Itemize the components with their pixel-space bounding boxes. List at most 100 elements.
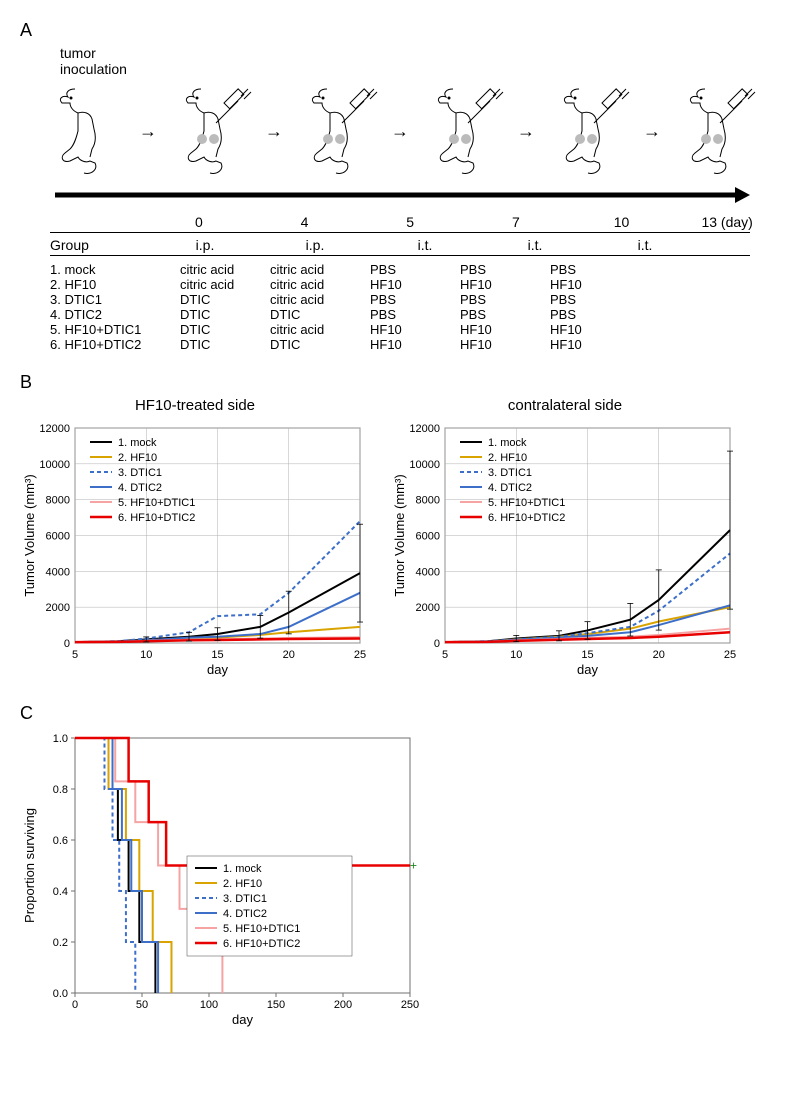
svg-text:Proportion surviving: Proportion surviving	[22, 808, 37, 923]
svg-text:1. mock: 1. mock	[223, 863, 262, 875]
treatment-cell: DTIC	[180, 307, 270, 322]
panel-c-label: C	[20, 703, 780, 724]
chart-right-title: contralateral side	[390, 397, 740, 414]
inoculation-label: tumor inoculation	[60, 45, 780, 77]
svg-text:6. HF10+DTIC2: 6. HF10+DTIC2	[488, 512, 565, 524]
group-row: 4. DTIC2 DTIC DTIC PBS PBS PBS	[50, 307, 780, 322]
svg-text:15: 15	[211, 649, 223, 661]
route-label: i.t.	[480, 237, 590, 253]
svg-text:200: 200	[334, 999, 352, 1011]
svg-text:2. HF10: 2. HF10	[488, 452, 527, 464]
svg-text:4. DTIC2: 4. DTIC2	[118, 482, 162, 494]
svg-text:10000: 10000	[409, 459, 440, 471]
svg-text:0.2: 0.2	[53, 937, 68, 949]
svg-text:5. HF10+DTIC1: 5. HF10+DTIC1	[223, 923, 300, 935]
group-name: 6. HF10+DTIC2	[50, 337, 180, 352]
svg-text:10: 10	[510, 649, 522, 661]
svg-text:15: 15	[581, 649, 593, 661]
svg-text:6. HF10+DTIC2: 6. HF10+DTIC2	[118, 512, 195, 524]
panel-b-label: B	[20, 372, 780, 393]
treatment-cell: HF10	[550, 337, 640, 352]
day-value: 7	[463, 214, 569, 230]
svg-text:6000: 6000	[46, 531, 70, 543]
route-label: i.p.	[260, 237, 370, 253]
group-name: 2. HF10	[50, 277, 180, 292]
panel-c: C 0.00.20.40.60.81.0050100150200250+1. m…	[20, 703, 780, 1033]
svg-text:5: 5	[442, 649, 448, 661]
svg-text:day: day	[577, 662, 598, 677]
svg-text:20: 20	[283, 649, 295, 661]
day-value: 5	[357, 214, 463, 230]
chart-right: contralateral side 020004000600080001000…	[390, 397, 740, 683]
svg-text:12000: 12000	[39, 423, 70, 435]
route-label: i.p.	[150, 237, 260, 253]
treatment-cell: PBS	[550, 262, 640, 277]
svg-text:12000: 12000	[409, 423, 440, 435]
panel-a: A tumor inoculation → →	[20, 20, 780, 352]
svg-text:0.6: 0.6	[53, 835, 68, 847]
svg-text:0.8: 0.8	[53, 784, 68, 796]
route-label: i.t.	[590, 237, 700, 253]
svg-text:0.0: 0.0	[53, 988, 68, 1000]
svg-text:2000: 2000	[416, 602, 440, 614]
svg-text:10000: 10000	[39, 459, 70, 471]
treatment-cell: PBS	[370, 307, 460, 322]
panel-a-label: A	[20, 20, 780, 41]
timeline-days-row: 04571013 (day)	[50, 214, 780, 230]
svg-text:4000: 4000	[46, 566, 70, 578]
svg-text:100: 100	[200, 999, 218, 1011]
svg-text:5. HF10+DTIC1: 5. HF10+DTIC1	[118, 497, 195, 509]
treatment-cell: HF10	[370, 322, 460, 337]
treatment-cell: HF10	[370, 337, 460, 352]
timeline-arrow	[50, 185, 750, 205]
svg-text:50: 50	[136, 999, 148, 1011]
svg-text:25: 25	[354, 649, 366, 661]
svg-text:0: 0	[72, 999, 78, 1011]
treatment-cell: PBS	[460, 307, 550, 322]
treatment-cell: citric acid	[270, 277, 370, 292]
day-value: 10	[569, 214, 675, 230]
chart-left: HF10-treated side 0200040006000800010000…	[20, 397, 370, 683]
arrow-icon: →	[265, 121, 283, 142]
treatment-cell: PBS	[370, 292, 460, 307]
tumor-volume-chart-left: 0200040006000800010000120005101520251. m…	[20, 418, 370, 678]
treatment-cell: citric acid	[270, 322, 370, 337]
svg-text:8000: 8000	[46, 495, 70, 507]
mouse-syringe-icon	[418, 81, 508, 181]
group-row: 2. HF10 citric acid citric acid HF10 HF1…	[50, 277, 780, 292]
svg-text:1.0: 1.0	[53, 733, 68, 745]
arrow-icon: →	[517, 121, 535, 142]
svg-text:Tumor Volume (mm³): Tumor Volume (mm³)	[392, 474, 407, 596]
treatment-cell: HF10	[460, 337, 550, 352]
arrow-icon: →	[643, 121, 661, 142]
treatment-cell: HF10	[460, 277, 550, 292]
svg-text:10: 10	[140, 649, 152, 661]
treatment-cell: PBS	[550, 307, 640, 322]
svg-text:1. mock: 1. mock	[118, 437, 157, 449]
svg-text:5. HF10+DTIC1: 5. HF10+DTIC1	[488, 497, 565, 509]
mouse-syringe-icon	[544, 81, 634, 181]
tumor-volume-chart-right: 0200040006000800010000120005101520251. m…	[390, 418, 740, 678]
svg-text:+: +	[410, 859, 417, 873]
group-name: 3. DTIC1	[50, 292, 180, 307]
svg-text:4000: 4000	[416, 566, 440, 578]
arrow-icon: →	[391, 121, 409, 142]
treatment-cell: HF10	[550, 277, 640, 292]
route-label: i.t.	[370, 237, 480, 253]
svg-text:Tumor Volume (mm³): Tumor Volume (mm³)	[22, 474, 37, 596]
timeline-routes-row: Groupi.p.i.p.i.t.i.t.i.t.	[50, 237, 780, 253]
mouse-icon	[40, 81, 130, 181]
day-value: 13 (day)	[674, 214, 780, 230]
mice-row: → →	[40, 81, 760, 181]
treatment-cell: citric acid	[180, 262, 270, 277]
treatment-cell: citric acid	[270, 262, 370, 277]
divider-line	[50, 232, 750, 233]
svg-text:3. DTIC1: 3. DTIC1	[118, 467, 162, 479]
svg-text:0.4: 0.4	[53, 886, 68, 898]
svg-text:6. HF10+DTIC2: 6. HF10+DTIC2	[223, 938, 300, 950]
day-value: 4	[252, 214, 358, 230]
treatment-cell: DTIC	[270, 337, 370, 352]
treatment-cell: PBS	[460, 262, 550, 277]
svg-text:250: 250	[401, 999, 419, 1011]
treatment-cell: PBS	[460, 292, 550, 307]
